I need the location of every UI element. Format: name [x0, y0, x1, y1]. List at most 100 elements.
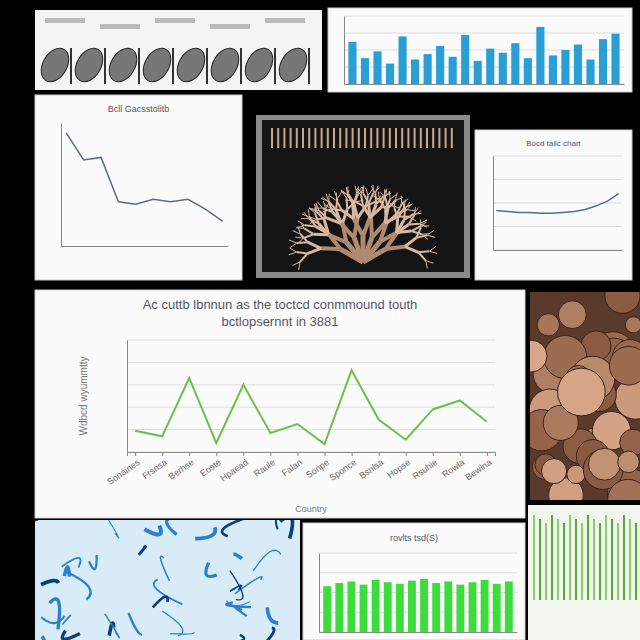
bar [335, 583, 343, 632]
x-tick: Sonpe [304, 452, 331, 480]
stroke [41, 616, 64, 623]
grid-line [493, 250, 622, 251]
chart-panel: rovlts tsd(S) [303, 523, 525, 640]
bar [372, 580, 380, 632]
bar [398, 36, 406, 84]
blob [609, 346, 640, 385]
bar [469, 582, 477, 632]
x-axis-line [320, 632, 518, 633]
chart-title: Bcll Gacsstolitb [108, 104, 170, 114]
bar [536, 27, 544, 84]
x-tick-label: Sonaines [105, 457, 142, 487]
bar [599, 39, 607, 84]
branch [345, 200, 353, 202]
branch [309, 216, 317, 219]
bar [511, 43, 519, 84]
stroke [252, 628, 274, 640]
branch [405, 238, 417, 247]
bar [461, 35, 469, 84]
x-tick-label: Raule [252, 457, 277, 479]
x-tick-label: Rsuhie [411, 457, 440, 481]
coral-row [426, 128, 428, 148]
x-tick-mark [189, 452, 190, 456]
branch [361, 195, 363, 206]
stem [138, 48, 140, 84]
branch [403, 205, 410, 209]
decor-line [599, 523, 601, 600]
branch [326, 194, 328, 202]
branch [348, 195, 353, 205]
coral-row [420, 128, 422, 148]
blob [537, 314, 559, 336]
coral-row [327, 128, 329, 148]
stroke [170, 632, 194, 634]
x-axis-line [494, 250, 623, 251]
blob [558, 301, 586, 329]
x-tick-label: Berhse [167, 457, 196, 482]
x-axis [345, 84, 625, 86]
branch [369, 193, 374, 203]
branch [316, 218, 327, 219]
decor-bar [210, 24, 250, 29]
branch [330, 196, 337, 201]
x-tick-label: Sonpe [304, 457, 331, 480]
coral-row [290, 128, 292, 148]
branch [386, 214, 397, 224]
bar [436, 46, 444, 84]
x-tick: Bewlna [464, 452, 494, 482]
chart-panel [328, 8, 632, 92]
branch [426, 261, 434, 264]
panel-bg [475, 130, 632, 280]
bar [586, 60, 594, 84]
stroke [222, 520, 248, 536]
branch [380, 200, 386, 209]
x-tick-mark [352, 452, 353, 456]
plot-area [61, 124, 229, 247]
bar [396, 584, 404, 632]
stroke [224, 635, 245, 640]
plot-area: SonainesFrsnsaBerhseEosteHpaeadRauleFala… [105, 340, 495, 487]
decor-bar [155, 18, 195, 23]
branch [411, 231, 421, 234]
x-tick: Sonaines [105, 452, 142, 487]
x-tick-label: Bsnlsa [357, 457, 385, 481]
grid-line [127, 429, 495, 430]
x-tick-mark [162, 452, 163, 456]
decor-bar [100, 24, 140, 29]
decor-line [569, 515, 571, 600]
plot-area [493, 156, 623, 251]
y-axis [493, 157, 495, 251]
decor-line [605, 515, 607, 600]
stem [308, 48, 310, 84]
stroke [160, 556, 169, 581]
coral-row [314, 128, 316, 148]
coral-row [283, 128, 285, 148]
stem [70, 48, 72, 84]
x-tick-label: Bewlna [464, 457, 494, 482]
stroke [226, 602, 251, 607]
bar [493, 584, 501, 632]
marks [496, 194, 618, 214]
coral-row [370, 128, 372, 148]
coral-row [321, 128, 323, 148]
decor-line [551, 515, 553, 600]
x-tick-mark [216, 452, 217, 456]
branch [420, 219, 421, 227]
coral-branches [272, 128, 452, 270]
bar [524, 58, 532, 84]
x-tick: Frsnsa [140, 452, 168, 481]
branch [337, 192, 341, 199]
stroke [50, 599, 60, 629]
coral-panel [256, 115, 470, 278]
stroke [101, 520, 118, 538]
branch [380, 192, 385, 198]
panel-bg [35, 520, 300, 640]
branch [319, 224, 328, 235]
decor-line [575, 519, 577, 600]
panel-bg [35, 95, 242, 280]
bar [474, 61, 482, 84]
coral-row [445, 128, 447, 148]
stroke [89, 555, 97, 569]
chart-panel: Bcll Gacsstolitb [35, 95, 242, 280]
x-tick-mark [460, 452, 461, 456]
